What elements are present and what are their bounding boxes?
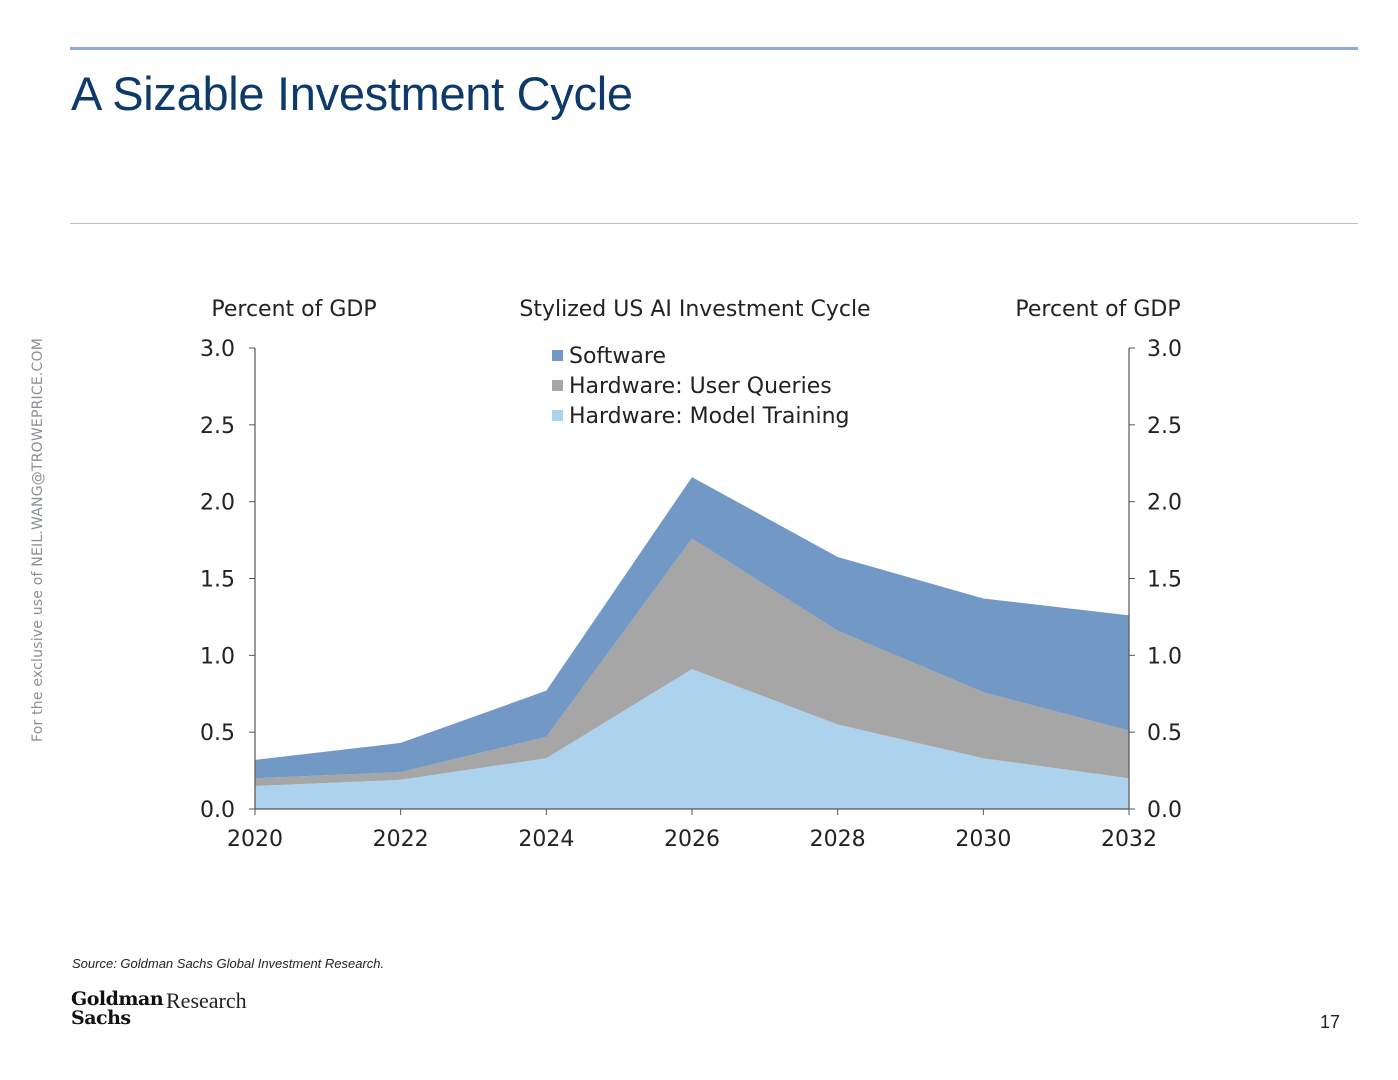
y-tick-label-right: 2.5 bbox=[1147, 414, 1182, 439]
y-tick-label-right: 1.5 bbox=[1147, 568, 1182, 593]
source-note: Source: Goldman Sachs Global Investment … bbox=[72, 956, 385, 971]
section-divider bbox=[70, 223, 1358, 224]
y-axis-title-left: Percent of GDP bbox=[211, 297, 376, 322]
y-tick-label-left: 0.5 bbox=[200, 721, 235, 746]
x-tick-label: 2024 bbox=[518, 827, 574, 852]
x-tick-label: 2032 bbox=[1101, 827, 1157, 852]
ai-investment-chart: 0.0 0.0 0.5 0.5 1.0 1.0 1.5 1.5 2.0 2.0 2.5 2.5 3.0 3… bbox=[200, 297, 1182, 852]
y-tick-label-right: 0.0 bbox=[1147, 798, 1182, 823]
logo-research: Research bbox=[166, 988, 247, 1013]
y-tick-label-right: 0.5 bbox=[1147, 721, 1182, 746]
goldman-sachs-logo: Goldman Sachs Research bbox=[71, 988, 261, 1030]
legend-label: Hardware: User Queries bbox=[569, 374, 832, 399]
y-tick-label-right: 1.0 bbox=[1147, 644, 1182, 669]
legend-label: Hardware: Model Training bbox=[569, 404, 849, 429]
legend-swatch bbox=[552, 380, 563, 391]
y-tick-label-left: 3.0 bbox=[200, 337, 235, 362]
logo-line-1: Goldman bbox=[71, 988, 164, 1010]
y-tick-label-left: 1.0 bbox=[200, 644, 235, 669]
legend-swatch bbox=[552, 350, 563, 361]
top-rule bbox=[70, 47, 1358, 50]
page-number: 17 bbox=[1320, 1012, 1341, 1032]
x-tick-label: 2028 bbox=[810, 827, 866, 852]
logo-line-2: Sachs bbox=[71, 1007, 131, 1029]
y-tick-label-right: 3.0 bbox=[1147, 337, 1182, 362]
y-tick-label-left: 2.5 bbox=[200, 414, 235, 439]
x-tick-label: 2026 bbox=[664, 827, 720, 852]
y-tick-label-left: 2.0 bbox=[200, 491, 235, 516]
area-hardware-model-training bbox=[255, 669, 1129, 809]
y-axis-title-right: Percent of GDP bbox=[1015, 297, 1180, 322]
watermark-text: For the exclusive use of NEIL.WANG@TROWE… bbox=[30, 337, 46, 743]
area-hardware-user-queries bbox=[255, 538, 1129, 786]
y-tick-label-right: 2.0 bbox=[1147, 491, 1182, 516]
y-tick-label-left: 0.0 bbox=[200, 798, 235, 823]
x-tick-label: 2030 bbox=[955, 827, 1011, 852]
legend-swatch bbox=[552, 410, 563, 421]
chart-title: Stylized US AI Investment Cycle bbox=[519, 297, 870, 322]
page-title: A Sizable Investment Cycle bbox=[71, 67, 633, 120]
area-software bbox=[255, 477, 1129, 779]
x-tick-label: 2022 bbox=[373, 827, 429, 852]
y-tick-label-left: 1.5 bbox=[200, 568, 235, 593]
legend-label: Software bbox=[569, 344, 666, 369]
x-tick-label: 2020 bbox=[227, 827, 283, 852]
